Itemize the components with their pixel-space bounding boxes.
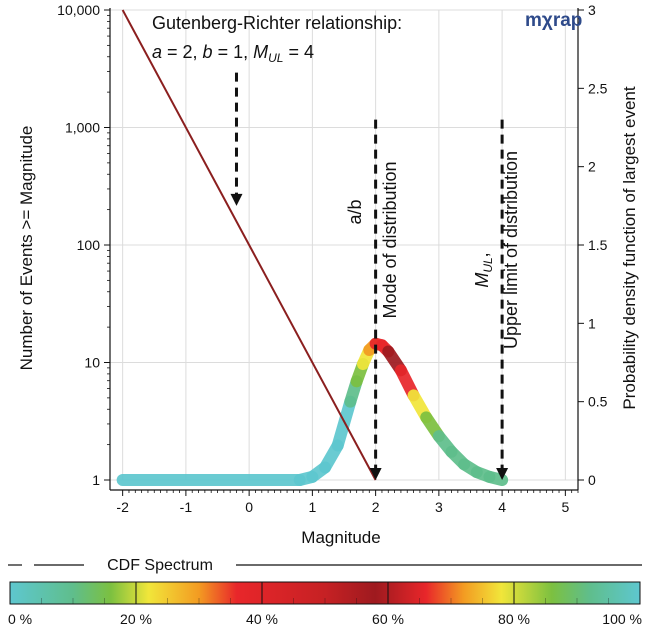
cdf-tick-label: 20 % xyxy=(120,611,152,627)
x-tick-label: 3 xyxy=(435,499,443,515)
cdf-tick-label: 100 % xyxy=(602,611,642,627)
mode-annotation-text: Mode of distribution xyxy=(380,161,400,318)
svg-text:Mode of distribution: Mode of distribution xyxy=(380,161,400,318)
cdf-tick-label: 40 % xyxy=(246,611,278,627)
cdf-tick-label: 0 % xyxy=(8,611,32,627)
svg-text:a/b: a/b xyxy=(345,199,365,224)
y-left-tick-label: 10,000 xyxy=(57,2,100,18)
pdf-curve-segment xyxy=(331,395,357,452)
axes: -2 -1 0 1 2 3 4 5 1 10 100 1,000 10,000 0 0.5 1 1.5 2 2.5 3 xyxy=(57,2,608,515)
arrow-head xyxy=(496,468,509,480)
x-tick-label: 0 xyxy=(245,499,253,515)
x-tick-label: -2 xyxy=(116,499,129,515)
svg-text:Upper limit of distribution: Upper limit of distribution xyxy=(501,151,521,349)
cdf-ticks: 0 % 20 % 40 % 60 % 80 % 100 % xyxy=(8,582,642,627)
y-left-tick-label: 10 xyxy=(84,355,100,371)
y-left-tick-label: 1 xyxy=(92,472,100,488)
upper-limit-annotation: Upper limit of distribution xyxy=(501,151,521,349)
cdf-legend: CDF Spectrum 0 % 20 % 40 % 60 % 80 % 100 % xyxy=(8,557,642,627)
cdf-tick-label: 80 % xyxy=(498,611,530,627)
x-tick-label: 1 xyxy=(308,499,316,515)
y-right-tick-label: 1.5 xyxy=(588,237,608,253)
y-right-axis-title: Probability density function of largest … xyxy=(620,86,639,409)
y-right-tick-label: 2 xyxy=(588,159,596,175)
mxrap-logo: mχrap xyxy=(525,10,582,31)
arrow-head xyxy=(230,193,243,206)
upper-limit-symbol: MUL, xyxy=(472,252,495,287)
x-tick-label: 5 xyxy=(561,499,569,515)
cdf-title: CDF Spectrum xyxy=(107,557,213,574)
x-tick-label: -1 xyxy=(180,499,193,515)
y-right-tick-label: 2.5 xyxy=(588,80,608,96)
arrow-head xyxy=(369,468,382,480)
mode-annotation: a/b xyxy=(345,199,365,224)
y-right-tick-label: 3 xyxy=(588,2,596,18)
right-axis-title-group: Probability density function of largest … xyxy=(620,86,639,409)
annotation-title: Gutenberg-Richter relationship: xyxy=(152,13,402,33)
y-right-tick-label: 0.5 xyxy=(588,394,608,410)
x-tick-label: 2 xyxy=(372,499,380,515)
pdf-curve-segment xyxy=(483,470,509,486)
svg-text:MUL,: MUL, xyxy=(472,252,495,287)
plot-area xyxy=(116,9,509,486)
y-right-tick-label: 1 xyxy=(588,315,596,331)
y-left-tick-label: 1,000 xyxy=(65,120,100,136)
x-axis-title: Magnitude xyxy=(301,528,380,547)
y-left-tick-label: 100 xyxy=(77,237,101,253)
y-right-tick-label: 0 xyxy=(588,472,596,488)
gutenberg-richter-line xyxy=(121,9,377,481)
x-tick-label: 4 xyxy=(498,499,506,515)
left-axis-title-group: Number of Events >= Magnitude xyxy=(17,126,36,371)
y-left-axis-title: Number of Events >= Magnitude xyxy=(17,126,36,371)
annotation-parameters: a = 2, b = 1, MUL = 4 xyxy=(152,42,314,65)
cdf-tick-label: 60 % xyxy=(372,611,404,627)
